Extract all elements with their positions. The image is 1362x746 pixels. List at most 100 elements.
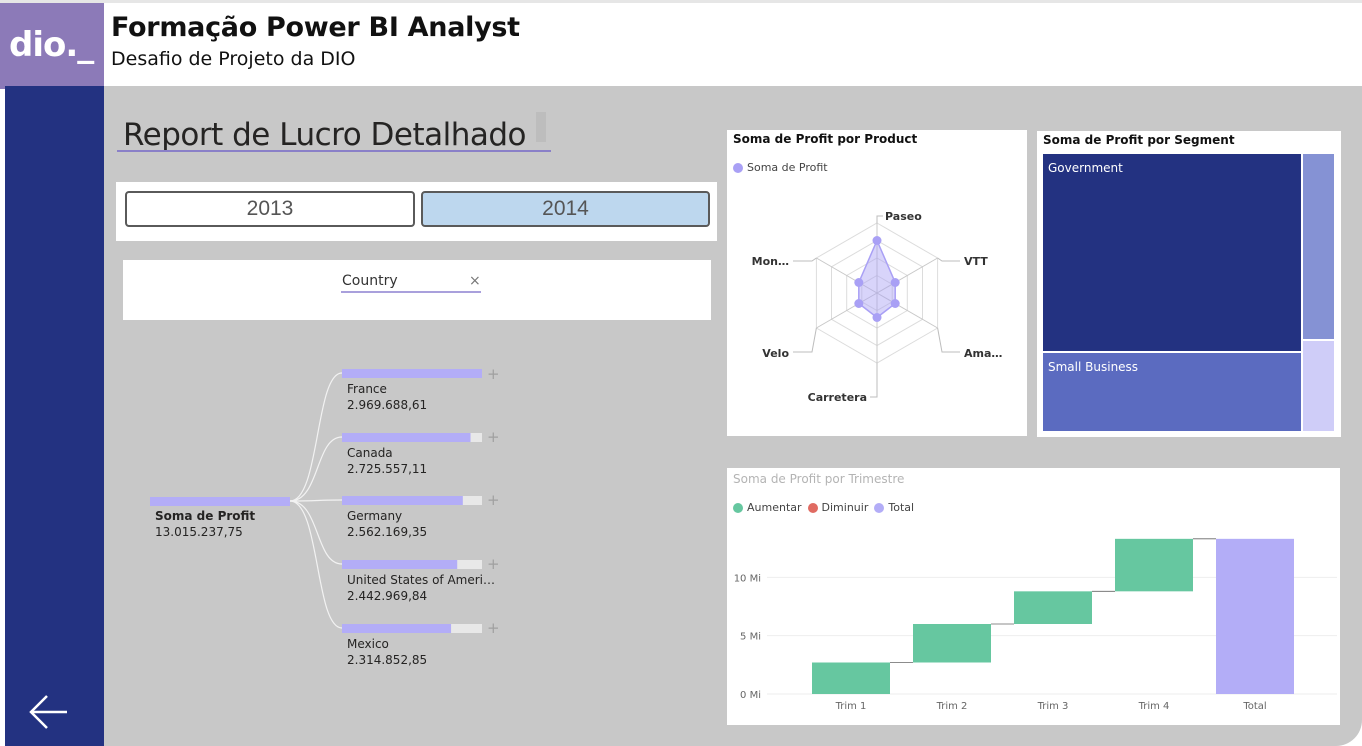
clear-icon[interactable]: × xyxy=(469,273,481,289)
radar-data-point[interactable] xyxy=(854,278,864,287)
radar-label-leader xyxy=(793,257,817,262)
country-slicer[interactable]: Country × xyxy=(123,260,711,320)
radar-series-area xyxy=(858,238,896,319)
tile-label: Government xyxy=(1048,161,1123,175)
radar-data-point[interactable] xyxy=(872,236,882,245)
report-title: Report de Lucro Detalhado xyxy=(123,117,527,153)
radar-category-label: Mon… xyxy=(752,255,789,268)
legend-dot xyxy=(733,162,743,173)
waterfall-bar[interactable] xyxy=(1216,538,1294,694)
node-label: France xyxy=(347,382,387,396)
logo-text: dio._ xyxy=(9,25,94,65)
radar-label-leader xyxy=(793,327,817,353)
node-bar[interactable] xyxy=(342,560,458,569)
x-tick-label: Trim 3 xyxy=(1037,701,1069,712)
app-title: Formação Power BI Analyst xyxy=(111,12,520,43)
decomposition-connectors xyxy=(150,369,482,633)
country-slicer-label: Country xyxy=(342,273,398,289)
x-tick-label: Total xyxy=(1242,701,1266,712)
legend-dot xyxy=(874,502,885,513)
node-bar[interactable] xyxy=(342,624,452,633)
year-slicer: 2013 2014 xyxy=(116,182,717,241)
back-button[interactable] xyxy=(27,690,75,734)
node-value: 2.969.688,61 xyxy=(347,398,428,412)
root-bar[interactable] xyxy=(150,497,290,506)
radar-chart-card: Soma de Profit por Product Soma de Profi… xyxy=(727,130,1027,436)
country-underline xyxy=(341,291,481,293)
x-tick-label: Trim 1 xyxy=(835,701,867,712)
treemap-tile[interactable] xyxy=(1303,341,1334,431)
expand-icon[interactable]: + xyxy=(487,428,500,446)
connector-line xyxy=(289,372,343,502)
treemap-card: Soma de Profit por Segment Government Sm… xyxy=(1037,131,1341,437)
radar-label-leader xyxy=(937,327,960,353)
legend-label: Total xyxy=(888,501,915,514)
chart-legend: Soma de Profit xyxy=(733,161,828,174)
treemap-tile-government[interactable]: Government xyxy=(1043,154,1301,351)
node-label: United States of Ameri… xyxy=(347,573,496,587)
y-tick-label: 0 Mi xyxy=(740,690,761,701)
connector-line xyxy=(289,500,343,565)
year-2013-button[interactable]: 2013 xyxy=(125,191,415,227)
chart-title: Soma de Profit por Product xyxy=(733,132,918,146)
waterfall-bar[interactable] xyxy=(1115,538,1193,592)
radar-label-leader xyxy=(870,363,878,398)
node-label: Germany xyxy=(347,509,403,523)
radar-chart: Paseo VTT Ama… Carretera Velo Mon… xyxy=(752,210,1003,404)
chart-legend: Aumentar Diminuir Total xyxy=(733,501,914,514)
tile-label: Small Business xyxy=(1048,360,1139,374)
legend-dot xyxy=(807,502,818,513)
waterfall-chart: 0 Mi 5 Mi 10 Mi Trim 1 Trim 2 Trim 3 Trim 4 Tot… xyxy=(734,538,1337,712)
root-label: Soma de Profit xyxy=(155,509,256,523)
connector-line xyxy=(289,499,343,502)
x-tick-label: Trim 2 xyxy=(936,701,968,712)
legend-dot xyxy=(733,502,743,513)
chart-title: Soma de Profit por Trimestre xyxy=(733,472,905,486)
year-2014-button[interactable]: 2014 xyxy=(421,191,710,227)
expand-icon[interactable]: + xyxy=(487,365,500,383)
expand-icon[interactable]: + xyxy=(487,619,500,637)
title-handle xyxy=(536,112,546,142)
treemap-tile[interactable] xyxy=(1303,154,1334,339)
title-underline xyxy=(117,150,551,152)
node-value: 2.725.557,11 xyxy=(347,462,428,476)
y-tick-label: 5 Mi xyxy=(740,632,761,643)
expand-icon[interactable]: + xyxy=(487,491,500,509)
legend-label: Soma de Profit xyxy=(747,161,828,174)
node-bar[interactable] xyxy=(342,496,463,505)
radar-axis xyxy=(876,257,938,294)
radar-data-point[interactable] xyxy=(872,313,882,322)
radar-label-leader xyxy=(876,215,883,223)
radar-data-point[interactable] xyxy=(890,299,900,308)
radar-category-label: Paseo xyxy=(885,210,922,223)
node-value: 2.314.852,85 xyxy=(347,653,428,667)
expand-icon[interactable]: + xyxy=(487,555,500,573)
x-tick-label: Trim 4 xyxy=(1138,701,1170,712)
legend-label: Aumentar xyxy=(747,501,802,514)
waterfall-bar[interactable] xyxy=(812,662,890,695)
app-subtitle: Desafio de Projeto da DIO xyxy=(111,48,356,70)
node-bar[interactable] xyxy=(342,433,471,442)
radar-category-label: Velo xyxy=(762,347,789,360)
node-value: 2.562.169,35 xyxy=(347,525,428,539)
radar-data-point[interactable] xyxy=(854,299,864,308)
connector-line xyxy=(289,436,343,502)
report-header: dio._ Formação Power BI Analyst Desafio … xyxy=(0,0,1362,89)
radar-label-leader xyxy=(937,257,960,262)
waterfall-bar[interactable] xyxy=(913,624,991,663)
treemap-tile-small-business[interactable]: Small Business xyxy=(1043,353,1301,431)
radar-data-point[interactable] xyxy=(890,278,900,287)
radar-category-label: Carretera xyxy=(808,391,867,404)
radar-axis xyxy=(816,292,878,329)
waterfall-bar[interactable] xyxy=(1014,591,1092,624)
dio-logo: dio._ xyxy=(0,3,104,89)
node-bar[interactable] xyxy=(342,369,482,378)
sidebar xyxy=(5,86,104,746)
node-value: 2.442.969,84 xyxy=(347,589,428,603)
radar-category-label: Ama… xyxy=(964,347,1002,360)
chart-title: Soma de Profit por Segment xyxy=(1043,133,1235,147)
y-tick-label: 10 Mi xyxy=(734,573,761,584)
waterfall-chart-card: Soma de Profit por Trimestre Aumentar Di… xyxy=(727,468,1340,725)
root-value: 13.015.237,75 xyxy=(155,525,243,539)
radar-category-label: VTT xyxy=(964,255,988,268)
